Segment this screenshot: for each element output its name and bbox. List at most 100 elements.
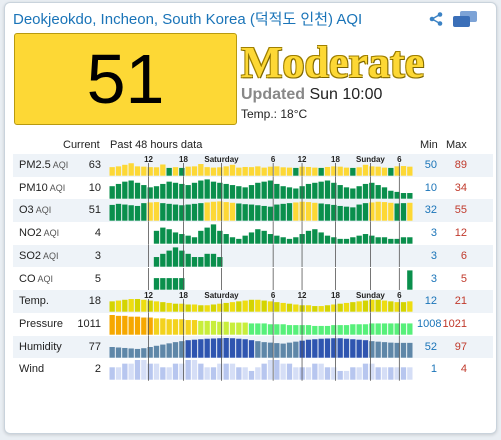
row-current-value: 5 (94, 272, 101, 285)
sparkline-bar (394, 191, 400, 199)
sparkline-bar (160, 367, 166, 380)
sparkline-bar (122, 347, 128, 358)
row-sparkline[interactable] (109, 312, 413, 336)
page-title[interactable]: Deokjeokdo, Incheon, South Korea (덕적도 인천… (13, 11, 363, 28)
sparkline-bar (229, 237, 236, 244)
sparkline-bar (242, 367, 248, 380)
sparkline-bar (134, 166, 141, 176)
row-name: O3 (19, 204, 34, 217)
row-sparkline[interactable] (109, 244, 413, 268)
sparkline-bar (331, 237, 337, 244)
sparkline-bar (394, 166, 400, 176)
sparkline-bar (185, 166, 191, 176)
sparkline-bar (185, 184, 191, 199)
screens-icon[interactable] (451, 10, 479, 28)
sparkline-bar (337, 238, 343, 244)
sparkline-bar (400, 166, 407, 176)
row-sparkline[interactable] (109, 335, 413, 359)
row-current-value: 18 (88, 295, 101, 308)
sparkline-bar (115, 300, 122, 312)
sparkline-bar (286, 303, 293, 312)
sparkline-bar (236, 167, 242, 176)
row-sparkline[interactable] (109, 358, 413, 381)
sparkline-bar (210, 181, 217, 199)
sparkline-bar (204, 202, 210, 222)
sparkline-bar (407, 323, 413, 335)
row-unit: AQI (35, 273, 54, 284)
sparkline-bar (343, 371, 350, 380)
sparkline-bar (324, 305, 331, 312)
sparkline-bar (280, 185, 286, 199)
row-sparkline[interactable] (109, 267, 413, 291)
sparkline-bar (191, 237, 198, 244)
sparkline-bar (198, 363, 204, 380)
sparkline-bar (122, 299, 128, 312)
time-tick-label: 18 (331, 155, 340, 164)
sparkline-bar (153, 202, 160, 222)
row-min-value: 3 (430, 249, 437, 262)
sparkline-bar (223, 337, 229, 358)
sparkline-bar (153, 230, 160, 244)
sparkline-bar (261, 300, 267, 312)
sparkline-bar (242, 204, 248, 222)
sparkline-bar (407, 166, 413, 176)
sparkline-bar (160, 277, 166, 290)
sparkline-bar (356, 204, 362, 222)
sparkline-bar (128, 163, 134, 176)
sparkline-bar (369, 340, 375, 358)
row-current-value: 3 (94, 249, 101, 262)
sparkline-bar (217, 363, 223, 380)
sparkline-bar (331, 324, 337, 335)
row-max-value: 5 (460, 272, 467, 285)
sparkline-bar (109, 367, 115, 380)
sparkline-bar (274, 204, 280, 222)
sparkline-bar (160, 344, 166, 358)
sparkline-bar (242, 338, 248, 358)
row-unit: AQI (41, 228, 60, 239)
sparkline-bar (153, 363, 160, 380)
sparkline-bar (248, 299, 255, 312)
sparkline-bar (185, 319, 191, 335)
sparkline-bar (343, 187, 350, 199)
table-row[interactable] (13, 244, 493, 268)
sparkline-bar (172, 319, 179, 335)
row-sparkline[interactable]: 12 18 Saturday 6 12 18 Sunday 6 (109, 154, 413, 177)
sparkline-bar (204, 338, 210, 358)
sparkline-bar (191, 360, 198, 380)
sparkline-bar (400, 192, 407, 199)
sparkline-bar (166, 319, 172, 335)
sparkline-bar (236, 185, 242, 199)
row-max-value: 89 (454, 159, 467, 171)
sparkline-bar (388, 342, 394, 358)
sparkline-bar (388, 203, 394, 222)
sparkline-bar (166, 250, 172, 267)
row-sparkline[interactable] (109, 176, 413, 200)
sparkline-bar (274, 324, 280, 335)
sparkline-bar (293, 237, 299, 244)
sparkline-bar (343, 207, 350, 222)
row-sparkline[interactable] (109, 199, 413, 223)
sparkline-bar (223, 234, 229, 244)
sparkline-bar (407, 367, 413, 380)
share-icon[interactable] (428, 11, 444, 27)
sparkline-bar (141, 347, 147, 358)
sparkline-bar (223, 166, 229, 176)
sparkline-bar (324, 204, 331, 222)
sparkline-bar (223, 202, 229, 222)
sparkline-bar (375, 184, 381, 199)
sparkline-bar (381, 237, 388, 244)
row-min-value: 3 (430, 272, 437, 285)
row-label: Temp. (19, 295, 49, 307)
sparkline-bar (400, 237, 407, 244)
row-sparkline[interactable]: 12 18 Saturday 6 12 18 Sunday 6 (109, 290, 413, 313)
row-unit: AQI (33, 205, 52, 216)
sparkline-bar (274, 302, 280, 312)
sparkline-bar (407, 203, 413, 222)
sparkline-bar (217, 256, 223, 267)
row-sparkline[interactable] (109, 222, 413, 245)
time-tick-label: 18 (179, 291, 188, 300)
sparkline-bar (160, 302, 166, 312)
sparkline-bar (337, 324, 343, 335)
row-label: O3 AQI (19, 204, 51, 216)
sparkline-bar (236, 301, 242, 312)
